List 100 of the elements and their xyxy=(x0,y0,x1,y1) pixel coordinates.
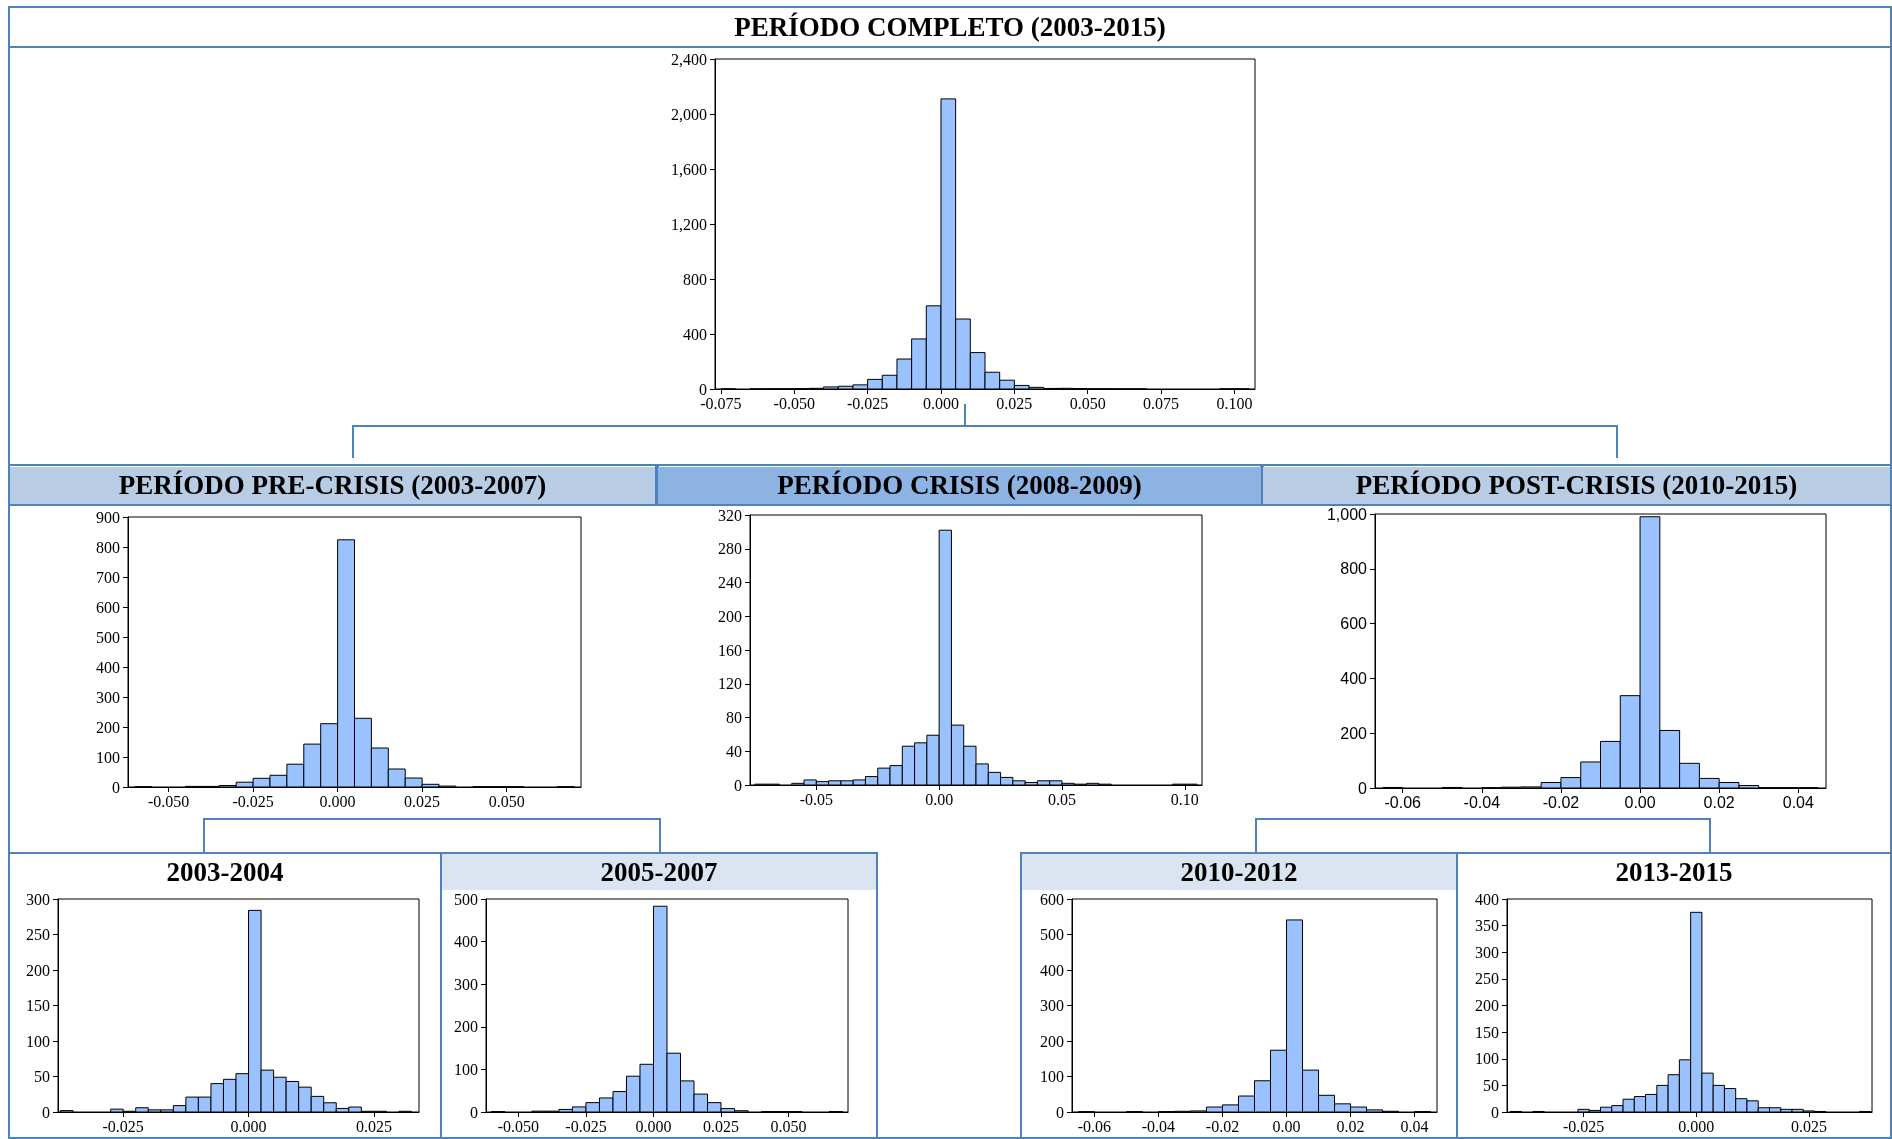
x-tick-label: 0.000 xyxy=(635,1117,672,1135)
y-tick-label: 1,600 xyxy=(671,160,707,178)
x-tick-label: 0.04 xyxy=(1400,1117,1429,1135)
y-tick-label: 2,400 xyxy=(671,50,707,68)
y-tick-label: 400 xyxy=(1340,669,1368,687)
x-tick-label: 0.025 xyxy=(703,1117,740,1135)
y-tick-label: 1,200 xyxy=(671,215,707,233)
chart-title: 2010-2012 xyxy=(1180,856,1298,888)
chart-title: PERÍODO POST-CRISIS (2010-2015) xyxy=(1355,470,1798,501)
x-tick-label: 0.025 xyxy=(404,792,441,810)
y-tick-label: 280 xyxy=(718,540,742,558)
y-tick-label: 160 xyxy=(718,641,742,659)
y-tick-label: 300 xyxy=(1040,997,1064,1014)
x-tick-label: -0.025 xyxy=(1562,1117,1605,1135)
y-tick-label: 40 xyxy=(726,742,742,760)
y-tick-label: 700 xyxy=(96,568,120,586)
x-tick-label: -0.02 xyxy=(1205,1117,1240,1135)
y-tick-label: 350 xyxy=(1475,917,1499,935)
x-tick-label: 0.00 xyxy=(925,790,954,808)
y-tick-label: 200 xyxy=(96,718,120,736)
y-tick-label: 900 xyxy=(96,508,120,526)
y-tick-label: 200 xyxy=(1040,1032,1064,1050)
x-tick-label: -0.04 xyxy=(1463,793,1501,811)
x-tick-label: -0.025 xyxy=(102,1117,144,1135)
y-tick-label: 600 xyxy=(1340,615,1368,633)
x-tick-label: 0.000 xyxy=(230,1117,267,1135)
y-tick-label: 2,000 xyxy=(671,105,707,123)
y-tick-label: 200 xyxy=(1340,724,1368,742)
y-tick-label: 50 xyxy=(34,1068,50,1085)
y-tick-label: 1,000 xyxy=(1326,505,1368,523)
x-tick-label: 0.02 xyxy=(1336,1117,1365,1135)
x-tick-label: 0.025 xyxy=(355,1117,392,1135)
x-tick-label: -0.050 xyxy=(147,792,190,810)
y-tick-label: 100 xyxy=(454,1060,478,1078)
y-tick-label: 0 xyxy=(1491,1103,1499,1121)
y-tick-label: 150 xyxy=(26,997,50,1014)
y-tick-label: 300 xyxy=(454,975,478,993)
y-tick-label: 400 xyxy=(683,325,707,343)
chart-title: PERÍODO CRISIS (2008-2009) xyxy=(777,470,1142,501)
y-tick-label: 400 xyxy=(454,933,478,951)
y-tick-label: 800 xyxy=(1340,560,1368,578)
x-tick-label: -0.06 xyxy=(1077,1117,1112,1135)
y-tick-label: 80 xyxy=(726,709,742,726)
y-tick-label: 0 xyxy=(112,778,120,796)
y-tick-label: 0 xyxy=(1358,779,1368,797)
chart-title: 2005-2007 xyxy=(600,856,718,888)
y-tick-label: 320 xyxy=(718,506,742,524)
y-tick-label: 200 xyxy=(454,1018,478,1036)
x-tick-label: 0.050 xyxy=(1069,394,1106,412)
y-tick-label: 500 xyxy=(96,628,120,646)
y-tick-label: 800 xyxy=(683,270,707,288)
x-tick-label: -0.050 xyxy=(773,394,815,412)
x-tick-label: 0.04 xyxy=(1782,793,1814,811)
y-tick-label: 400 xyxy=(1475,890,1499,908)
y-tick-label: 200 xyxy=(26,961,50,979)
chart-title: 2013-2015 xyxy=(1615,856,1733,888)
chart-title: PERÍODO COMPLETO (2003-2015) xyxy=(734,11,1166,43)
chart-title: PERÍODO PRE-CRISIS (2003-2007) xyxy=(118,470,547,501)
x-tick-label: 0.02 xyxy=(1703,793,1735,811)
x-tick-label: 0.100 xyxy=(1216,394,1253,412)
y-tick-label: 0 xyxy=(734,776,742,794)
y-tick-label: 250 xyxy=(1475,970,1499,988)
y-tick-label: 240 xyxy=(718,574,742,591)
x-tick-label: 0.050 xyxy=(770,1117,807,1135)
y-tick-label: 400 xyxy=(1040,961,1064,979)
y-tick-label: 100 xyxy=(1040,1068,1064,1085)
x-tick-label: 0.05 xyxy=(1047,790,1076,808)
y-tick-label: 300 xyxy=(96,688,120,706)
x-tick-label: -0.025 xyxy=(846,394,889,412)
y-tick-label: 50 xyxy=(1483,1076,1499,1094)
y-tick-label: 800 xyxy=(96,538,120,556)
y-tick-label: 100 xyxy=(1475,1050,1499,1068)
y-tick-label: 250 xyxy=(26,926,50,943)
x-tick-label: -0.06 xyxy=(1384,793,1422,811)
y-tick-label: 200 xyxy=(718,607,742,625)
y-tick-label: 0 xyxy=(42,1103,50,1121)
y-tick-label: 100 xyxy=(96,748,120,766)
x-tick-label: 0.00 xyxy=(1624,793,1656,811)
y-tick-label: 600 xyxy=(1040,890,1064,908)
x-tick-label: -0.02 xyxy=(1542,793,1580,811)
y-tick-label: 100 xyxy=(26,1032,50,1050)
y-tick-label: 500 xyxy=(454,890,478,908)
x-tick-label: 0.000 xyxy=(1678,1117,1715,1135)
x-tick-label: 0.000 xyxy=(922,394,959,412)
x-tick-label: -0.025 xyxy=(232,792,274,810)
y-tick-label: 300 xyxy=(26,890,50,908)
y-tick-label: 300 xyxy=(1475,943,1499,961)
x-tick-label: -0.05 xyxy=(799,790,833,808)
y-tick-label: 150 xyxy=(1475,1023,1499,1041)
y-tick-label: 400 xyxy=(96,658,120,676)
x-tick-label: -0.050 xyxy=(497,1117,540,1135)
x-tick-label: 0.025 xyxy=(996,394,1033,412)
y-tick-label: 0 xyxy=(1056,1103,1064,1121)
y-tick-label: 600 xyxy=(96,598,120,616)
x-tick-label: 0.050 xyxy=(488,792,525,810)
x-tick-label: 0.025 xyxy=(1790,1117,1827,1135)
y-tick-label: 500 xyxy=(1040,926,1064,943)
chart-title: 2003-2004 xyxy=(166,856,284,888)
x-tick-label: 0.075 xyxy=(1143,394,1180,412)
y-tick-label: 120 xyxy=(718,675,742,693)
